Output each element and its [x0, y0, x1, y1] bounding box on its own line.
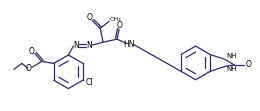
- Text: O: O: [29, 47, 35, 56]
- Text: CH₃: CH₃: [109, 17, 121, 22]
- Text: Cl: Cl: [85, 78, 93, 87]
- Text: NH: NH: [226, 66, 237, 72]
- Text: O: O: [26, 64, 32, 73]
- Text: O: O: [117, 21, 123, 30]
- Text: O: O: [86, 13, 92, 22]
- Text: N: N: [86, 41, 92, 50]
- Text: HN: HN: [123, 40, 135, 49]
- Text: N: N: [73, 41, 79, 50]
- Text: O: O: [245, 60, 251, 69]
- Text: NH: NH: [226, 54, 237, 59]
